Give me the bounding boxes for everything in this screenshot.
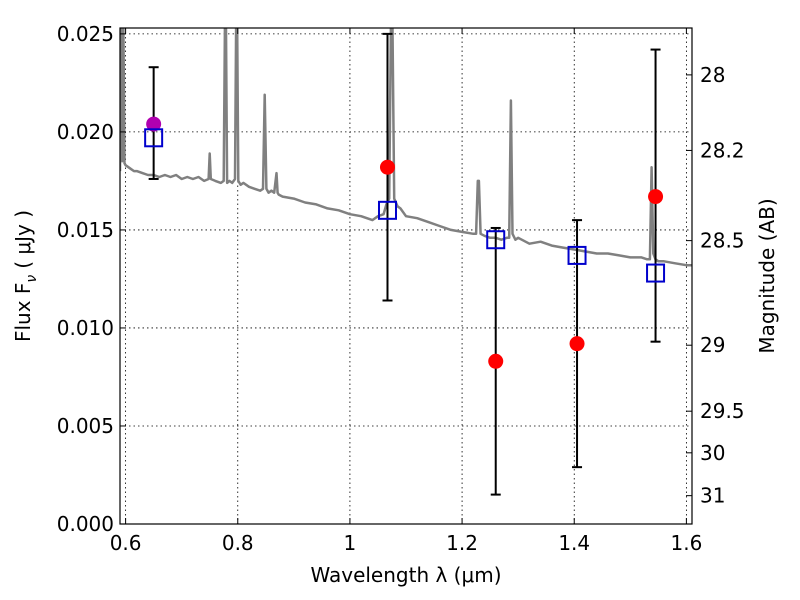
y-tick-label: 0.000: [57, 512, 114, 536]
y-tick-label: 0.015: [57, 218, 114, 242]
observed-point: [569, 336, 585, 352]
axis-ticks: [120, 28, 692, 525]
spectrum-layer: [120, 28, 692, 267]
y-tick-label: 0.005: [57, 414, 114, 438]
observed-point: [146, 116, 162, 132]
y2-tick-label: 28: [700, 63, 725, 87]
x-tick-label: 1: [344, 531, 357, 555]
y2-axis-label: Magnitude (AB): [755, 198, 779, 353]
y-tick-label: 0.020: [57, 120, 114, 144]
x-tick-label: 1.2: [446, 531, 478, 555]
observed-point: [648, 189, 664, 205]
y2-tick-label: 30: [700, 441, 725, 465]
x-tick-label: 0.8: [222, 531, 254, 555]
model-point: [646, 263, 666, 283]
spectrum-line: [120, 28, 692, 267]
model-point: [144, 128, 164, 148]
y2-tick-label: 29.5: [700, 399, 745, 423]
plot-frame: [119, 27, 693, 525]
y-axis-label-main: Flux F: [11, 283, 35, 342]
y2-tick-label: 29: [700, 333, 725, 357]
model-point: [377, 200, 397, 220]
model-point: [486, 230, 506, 250]
y2-tick-label: 28.5: [700, 229, 745, 253]
x-tick-label: 0.6: [110, 531, 142, 555]
x-axis-label: Wavelength λ (μm): [310, 563, 501, 587]
y-axis-label-unit: ( μJy ): [11, 210, 35, 269]
x-tick-label: 1.4: [558, 531, 590, 555]
model-point: [567, 245, 587, 265]
observed-point: [379, 159, 395, 175]
x-tick-label: 1.6: [670, 531, 702, 555]
observed-point: [488, 353, 504, 369]
marker-layer: [144, 116, 666, 369]
y-axis-label-subscript: ν: [24, 275, 40, 283]
y-axis-label: Flux Fν ( μJy ): [11, 210, 40, 342]
y2-tick-label: 28.2: [700, 138, 745, 162]
y2-tick-label: 31: [700, 484, 725, 508]
y-tick-label: 0.025: [57, 22, 114, 46]
tick-labels: 0.6 0.8 1 1.2 1.4 1.6 0.000 0.005 0.010 0.015 0.02…: [57, 22, 745, 555]
y-tick-label: 0.010: [57, 316, 114, 340]
